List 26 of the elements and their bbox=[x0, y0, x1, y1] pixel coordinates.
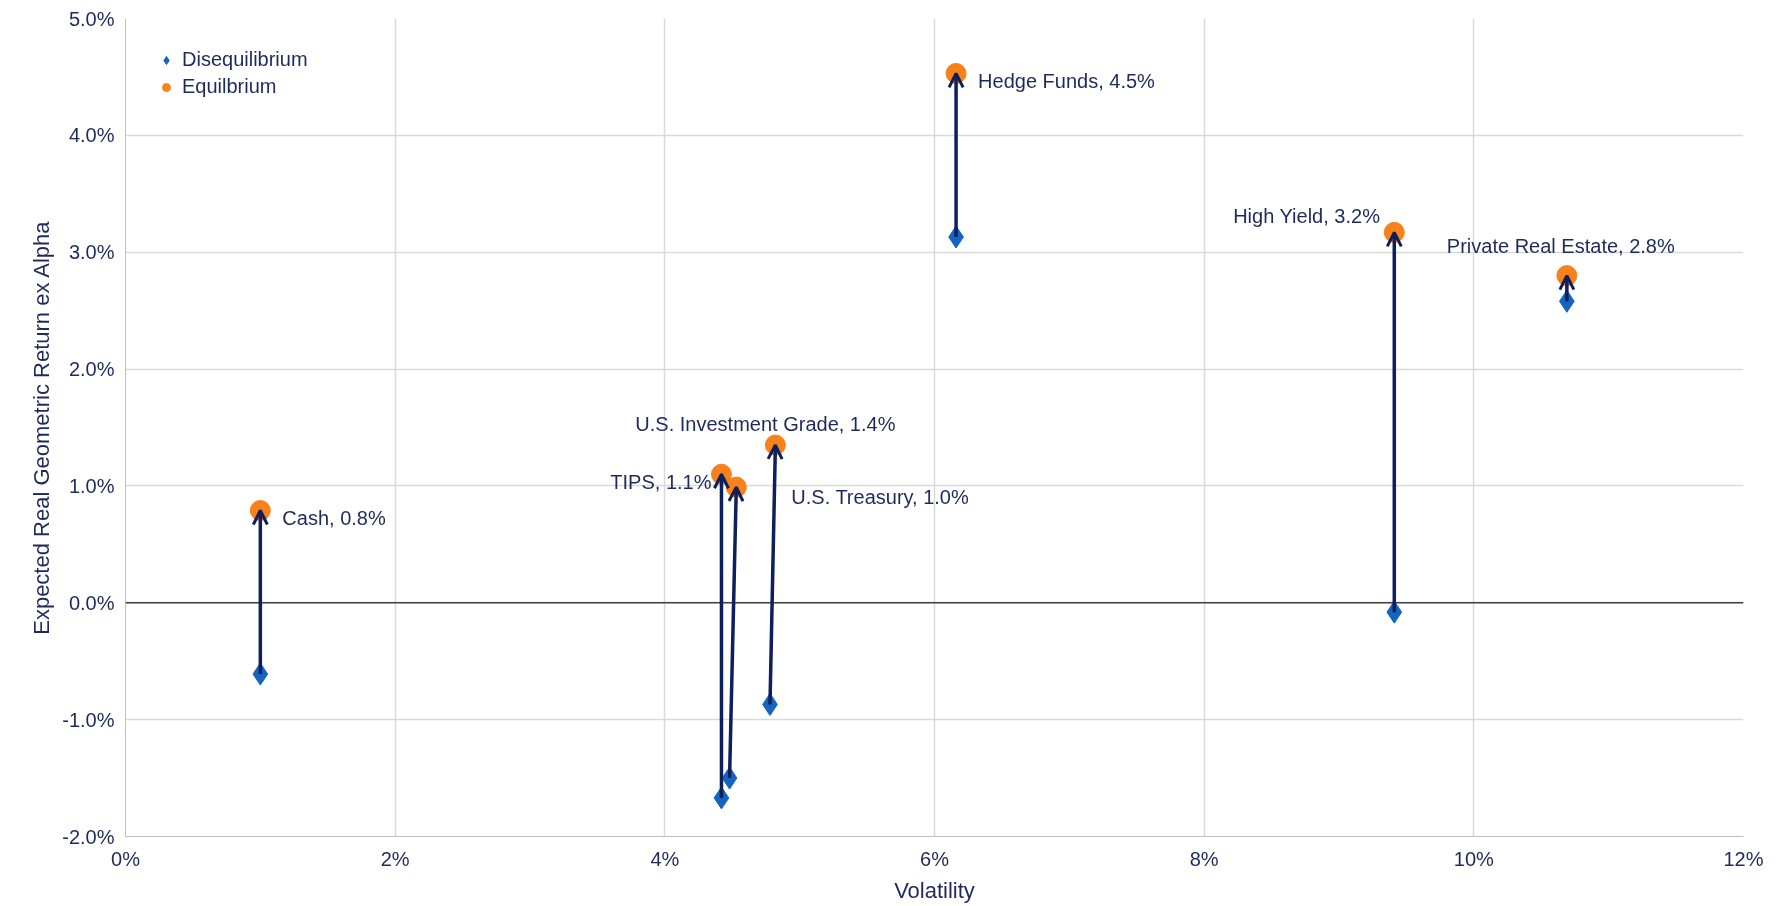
annotation: U.S. Investment Grade, 1.4% bbox=[635, 413, 896, 436]
y-tick-label: 2.0% bbox=[68, 358, 115, 381]
y-tick-label: 4.0% bbox=[68, 124, 115, 147]
x-tick-label: 8% bbox=[1189, 847, 1219, 870]
x-tick-label: 4% bbox=[650, 847, 680, 870]
annotation: Private Real Estate, 2.8% bbox=[1446, 234, 1675, 257]
legend-label: Disequilibrium bbox=[182, 48, 308, 71]
annotation: U.S. Treasury, 1.0% bbox=[791, 486, 969, 509]
y-tick-label: 1.0% bbox=[68, 474, 115, 497]
annotation: High Yield, 3.2% bbox=[1233, 205, 1381, 228]
x-tick-label: 12% bbox=[1723, 847, 1764, 870]
annotation: Cash, 0.8% bbox=[282, 507, 386, 530]
y-tick-label: 0.0% bbox=[68, 591, 115, 614]
x-tick-label: 2% bbox=[380, 847, 410, 870]
annotation: Hedge Funds, 4.5% bbox=[978, 70, 1156, 93]
y-tick-label: 3.0% bbox=[68, 241, 115, 264]
y-tick-label: 5.0% bbox=[68, 7, 115, 30]
x-tick-label: 0% bbox=[111, 847, 141, 870]
legend-label: Equilbrium bbox=[182, 75, 277, 98]
annotation: TIPS, 1.1% bbox=[610, 471, 712, 494]
x-axis-title: Volatility bbox=[894, 877, 975, 903]
y-tick-label: -2.0% bbox=[62, 825, 115, 848]
y-axis-title: Expected Real Geometric Return ex Alpha bbox=[29, 220, 55, 635]
x-tick-label: 6% bbox=[920, 847, 950, 870]
x-tick-label: 10% bbox=[1453, 847, 1495, 870]
y-tick-label: -1.0% bbox=[62, 708, 115, 731]
